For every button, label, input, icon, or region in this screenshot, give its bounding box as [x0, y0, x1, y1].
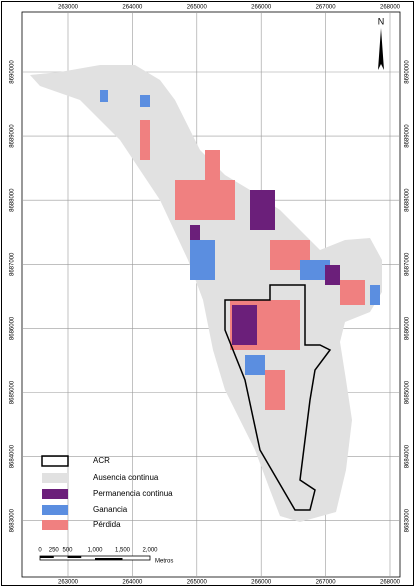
easting-label: 264000 [122, 5, 143, 11]
scale-bar: 0 250 500 1,000 1,500 2,000 Metros [38, 548, 173, 565]
acr-boundary [224, 284, 332, 511]
legend: ACR Ausencia continua Permanencia contin… [41, 455, 173, 530]
easting-label: 267000 [316, 5, 337, 11]
northing-label: 8685000 [405, 380, 411, 404]
easting-label: 265000 [187, 5, 208, 11]
easting-label: 263000 [58, 5, 79, 11]
gain-patches [100, 90, 380, 375]
northing-label: 8688000 [405, 188, 411, 212]
northing-label: 8686000 [405, 316, 411, 340]
northing-label: 8690000 [405, 60, 411, 84]
northing-label: 8683000 [405, 508, 411, 532]
easting-label: 263000 [58, 580, 79, 586]
permanence-patches [190, 190, 340, 345]
legend-label: ACR [93, 456, 110, 465]
scale-label: 1,000 [87, 548, 103, 554]
easting-label: 268000 [380, 580, 401, 586]
northing-label: 8686000 [10, 316, 16, 340]
northing-label: 8687000 [405, 252, 411, 276]
north-label: N [378, 16, 385, 26]
scale-label: 500 [62, 548, 73, 554]
legend-label: Pérdida [93, 520, 121, 529]
easting-label: 268000 [380, 5, 401, 11]
legend-label: Ausencia continua [93, 473, 159, 482]
easting-label: 264000 [122, 580, 143, 586]
scale-label: 2,000 [142, 548, 158, 554]
scale-label: 250 [49, 548, 60, 554]
legend-label: Permanencia continua [93, 489, 173, 498]
northing-label: 8684000 [10, 444, 16, 468]
legend-label: Ganancia [93, 505, 128, 514]
northing-label: 8690000 [10, 60, 16, 84]
northing-label: 8687000 [10, 252, 16, 276]
northing-label: 8689000 [405, 124, 411, 148]
easting-label: 266000 [251, 580, 272, 586]
northing-label: 8684000 [405, 444, 411, 468]
northing-label: 8689000 [10, 124, 16, 148]
northing-label: 8683000 [10, 508, 16, 532]
easting-label: 266000 [251, 5, 272, 11]
north-arrow: N [378, 16, 385, 70]
easting-label: 267000 [316, 580, 337, 586]
northing-label: 8688000 [10, 188, 16, 212]
northing-label: 8685000 [10, 380, 16, 404]
scale-label: 0 [38, 548, 42, 554]
study-area [30, 65, 382, 522]
scale-unit: Metros [155, 559, 173, 565]
easting-label: 265000 [187, 580, 208, 586]
scale-label: 1,500 [115, 548, 131, 554]
